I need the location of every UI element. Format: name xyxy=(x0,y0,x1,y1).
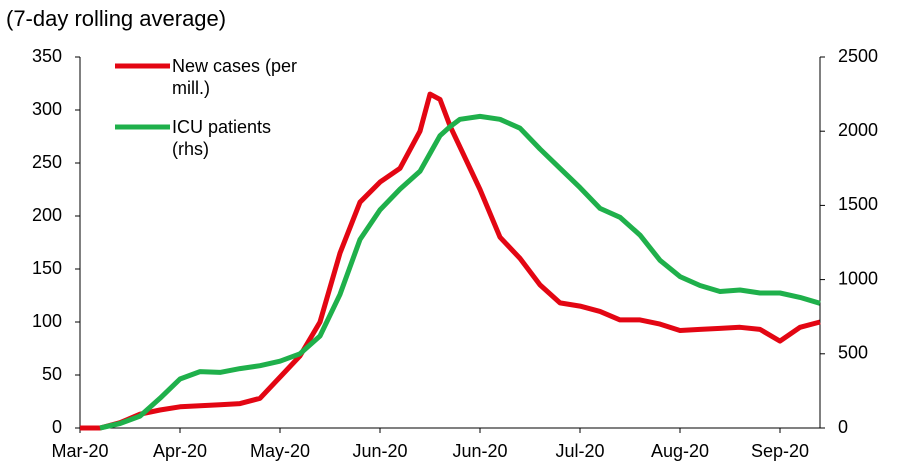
y2-tick-label: 1500 xyxy=(838,194,878,214)
y-tick-label: 0 xyxy=(52,417,62,437)
x-tick-label: Apr-20 xyxy=(153,441,207,461)
x-tick-label: Jun-20 xyxy=(452,441,507,461)
x-tick-label: Sep-20 xyxy=(751,441,809,461)
y2-tick-label: 1000 xyxy=(838,268,878,288)
y2-tick-label: 2500 xyxy=(838,46,878,66)
x-tick-label: Jun-20 xyxy=(352,441,407,461)
y2-tick-label: 2000 xyxy=(838,120,878,140)
y-tick-label: 50 xyxy=(42,364,62,384)
x-tick-label: Mar-20 xyxy=(51,441,108,461)
x-tick-label: May-20 xyxy=(250,441,310,461)
y2-tick-label: 500 xyxy=(838,343,868,363)
chart-subtitle: (7-day rolling average) xyxy=(6,6,226,31)
x-tick-label: Aug-20 xyxy=(651,441,709,461)
legend-label: New cases (per mill.) xyxy=(172,56,298,98)
y-tick-label: 350 xyxy=(32,46,62,66)
series-line xyxy=(99,113,821,431)
y2-tick-label: 0 xyxy=(838,417,848,437)
y-tick-label: 100 xyxy=(32,311,62,331)
legend-label: ICU patients (rhs) xyxy=(172,117,272,159)
y-tick-label: 250 xyxy=(32,152,62,172)
y-tick-label: 150 xyxy=(32,258,62,278)
x-tick-label: Jul-20 xyxy=(555,441,604,461)
y-tick-label: 200 xyxy=(32,205,62,225)
y-tick-label: 300 xyxy=(32,99,62,119)
series-line xyxy=(80,91,821,431)
